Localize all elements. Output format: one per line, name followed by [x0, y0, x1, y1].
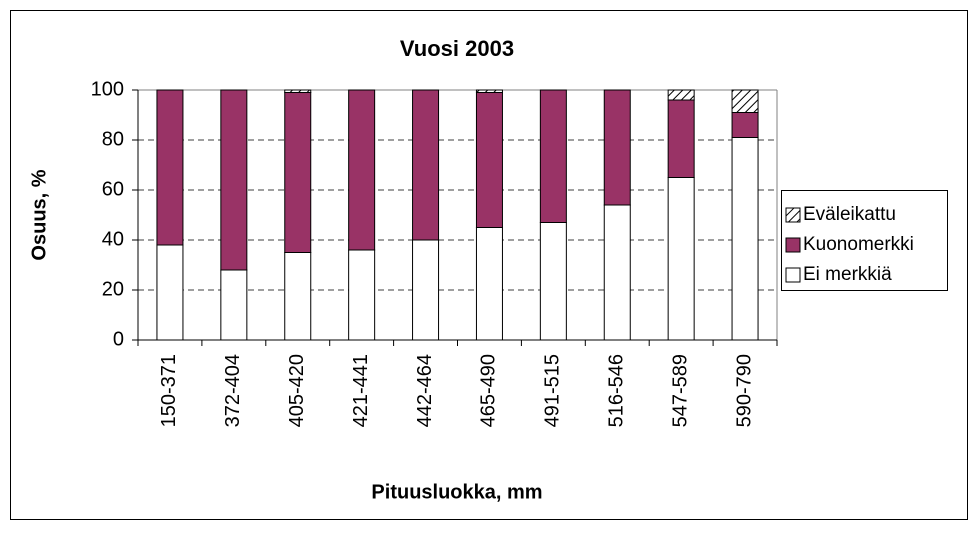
y-axis-label: Osuus, %: [28, 169, 50, 260]
x-tick-label: 465-490: [478, 354, 500, 427]
y-tick-label: 40: [102, 228, 124, 250]
x-tick-label: 372-404: [222, 354, 244, 427]
bar-segment: [475, 227, 503, 341]
bar-segment: [156, 244, 184, 341]
bar-segment: [731, 89, 759, 113]
bar-segment: [220, 269, 248, 341]
y-tick-label: 60: [102, 178, 124, 200]
x-tick-label: 405-420: [286, 354, 308, 427]
bar-segment: [412, 89, 440, 241]
x-tick-label: 150-371: [158, 354, 180, 427]
bar-segment: [539, 222, 567, 341]
legend-label: Ei merkkiä: [803, 264, 892, 285]
x-tick-label: 516-546: [606, 354, 628, 427]
legend-box: [781, 190, 948, 291]
bar-segment: [348, 249, 376, 341]
legend-label: Kuonomerkki: [803, 234, 914, 255]
bar-segment: [667, 89, 695, 101]
legend-swatch: [785, 207, 801, 223]
bar-segment: [412, 239, 440, 341]
bar-segment: [475, 92, 503, 228]
bar-segment: [220, 89, 248, 271]
bar-segment: [603, 204, 631, 341]
chart-title: Vuosi 2003: [400, 36, 514, 61]
y-tick-label: 0: [113, 328, 124, 350]
legend-swatch: [785, 267, 801, 283]
x-tick-label: 590-790: [733, 354, 755, 427]
bar-segment: [475, 89, 503, 93]
bar-segment: [539, 89, 567, 223]
x-tick-label: 491-515: [542, 354, 564, 427]
x-tick-label: 442-464: [414, 354, 436, 427]
bar-segment: [603, 89, 631, 206]
bar-segment: [284, 252, 312, 341]
x-tick-label: 547-589: [669, 354, 691, 427]
bar-segment: [348, 89, 376, 251]
y-tick-label: 100: [91, 78, 124, 100]
bar-segment: [156, 89, 184, 246]
bar-segment: [284, 92, 312, 253]
legend-swatch: [785, 237, 801, 253]
y-tick-label: 80: [102, 128, 124, 150]
bar-segment: [731, 137, 759, 341]
legend-label: Eväleikattu: [803, 204, 896, 225]
bar-segment: [667, 99, 695, 178]
bar-segment: [731, 112, 759, 138]
x-axis-label: Pituusluokka, mm: [371, 481, 542, 503]
bar-segment: [667, 177, 695, 341]
x-tick-label: 421-441: [350, 354, 372, 427]
bar-segment: [284, 89, 312, 93]
y-tick-label: 20: [102, 278, 124, 300]
